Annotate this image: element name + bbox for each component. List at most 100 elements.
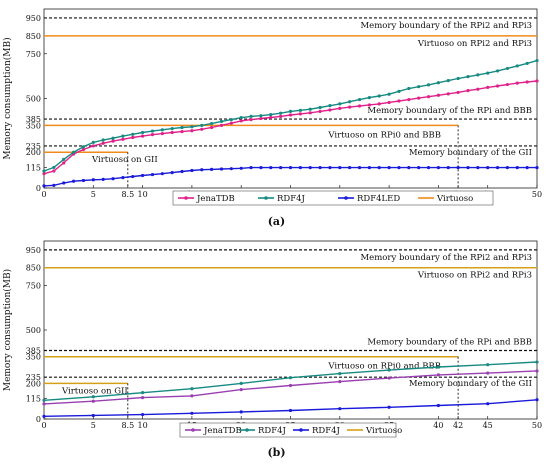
data-point: [407, 97, 411, 102]
data-point: [338, 372, 342, 376]
data-point: [239, 166, 243, 170]
data-point: [180, 125, 184, 130]
y-tick-label: 750: [26, 282, 41, 291]
x-tick-label: 8.5: [121, 190, 134, 199]
data-point: [505, 66, 510, 71]
data-point: [279, 114, 283, 118]
data-point: [338, 106, 342, 110]
data-point: [348, 105, 352, 109]
data-point: [348, 165, 352, 170]
y-tick-label: 235: [26, 142, 41, 151]
y-tick-label: 950: [26, 246, 41, 255]
data-point: [269, 115, 273, 120]
chart-panel-b: 0115200235350385500750850950058.51015202…: [2, 240, 542, 459]
data-point: [486, 165, 490, 170]
legend-box: [179, 422, 397, 438]
data-point: [81, 145, 86, 149]
data-point: [456, 90, 460, 95]
data-point: [446, 79, 450, 83]
data-point: [170, 126, 174, 131]
x-tick-label: 8.5: [121, 421, 134, 430]
panel-caption: (a): [268, 215, 286, 228]
data-point: [367, 103, 371, 107]
data-point: [338, 102, 342, 106]
data-point: [190, 394, 194, 398]
data-point: [141, 391, 145, 395]
x-tick-label: 50: [532, 421, 542, 430]
data-point: [42, 172, 46, 176]
data-point: [91, 399, 95, 403]
reference-line-label: Virtuoso on GII: [91, 155, 158, 165]
data-point: [131, 174, 135, 179]
data-point: [200, 168, 204, 172]
data-point: [387, 92, 391, 96]
data-point: [318, 109, 322, 113]
data-point: [170, 130, 174, 135]
data-point: [101, 141, 105, 145]
data-point: [131, 132, 135, 136]
reference-line-label: Memory boundary of the RPi2 and RPi3: [360, 253, 532, 263]
data-point: [367, 165, 371, 170]
data-point: [397, 89, 401, 93]
data-point: [298, 112, 302, 116]
x-tick-label: 10: [138, 190, 148, 199]
data-point: [91, 395, 95, 399]
legend-marker: [344, 196, 348, 200]
data-point: [42, 402, 46, 406]
data-point: [446, 165, 450, 170]
data-point: [62, 161, 66, 165]
data-point: [288, 113, 293, 117]
x-tick-label: 45: [483, 421, 493, 430]
data-point: [239, 119, 243, 123]
y-tick-label: 385: [26, 115, 41, 124]
data-point: [436, 165, 440, 170]
x-tick-label: 5: [91, 421, 96, 430]
data-point: [219, 123, 224, 127]
y-tick-label: 235: [26, 373, 41, 382]
data-point: [436, 81, 440, 85]
data-point: [150, 129, 155, 133]
data-point: [279, 111, 283, 115]
data-point: [91, 144, 95, 148]
x-tick-label: 50: [532, 190, 542, 199]
data-point: [141, 412, 145, 417]
reference-line-label: Memory boundary of the GII: [409, 379, 532, 389]
data-point: [288, 376, 293, 380]
data-point: [308, 111, 312, 115]
data-point: [62, 157, 66, 161]
data-point: [318, 165, 322, 170]
legend-marker: [245, 428, 249, 432]
data-point: [141, 173, 145, 178]
data-point: [436, 365, 440, 369]
data-point: [200, 127, 204, 131]
data-point: [81, 178, 86, 183]
data-point: [476, 165, 480, 170]
data-point: [298, 108, 302, 112]
data-point: [210, 167, 214, 171]
data-point: [62, 181, 66, 185]
legend-entry: JenaTDB: [203, 426, 242, 436]
legend-entry: JenaTDB: [196, 194, 235, 204]
reference-line-label: Virtuoso on RPi0 and BBB: [327, 362, 441, 372]
data-point: [190, 125, 194, 129]
data-point: [52, 169, 56, 173]
y-tick-label: 500: [26, 95, 41, 104]
data-point: [180, 169, 184, 174]
data-point: [111, 139, 115, 143]
data-point: [426, 83, 431, 87]
data-point: [219, 119, 224, 124]
data-point: [387, 376, 391, 380]
data-point: [486, 402, 490, 406]
y-axis-label: Memory consumption(MB): [2, 269, 13, 391]
data-point: [466, 165, 470, 170]
data-point: [170, 171, 174, 175]
legend-entry: Virtuoso: [436, 194, 473, 204]
y-tick-label: 115: [26, 395, 41, 404]
data-point: [338, 380, 342, 384]
data-point: [190, 168, 194, 173]
data-point: [456, 165, 460, 170]
data-point: [52, 165, 56, 170]
data-point: [249, 114, 253, 118]
y-tick-label: 350: [26, 121, 41, 130]
reference-line-label: Virtuoso on GII: [61, 386, 128, 396]
